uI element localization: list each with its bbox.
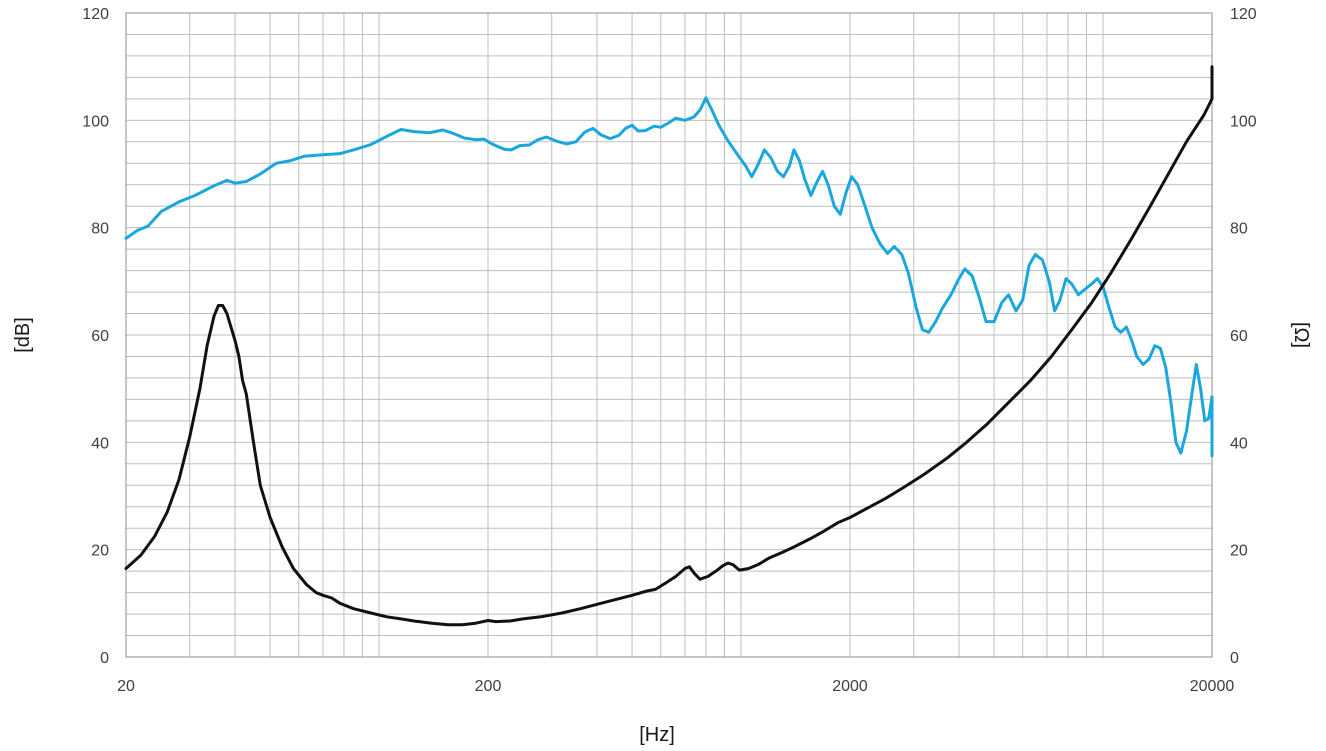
x-axis-title: [Hz] bbox=[639, 724, 675, 746]
y-tick-label-left: 20 bbox=[91, 543, 109, 560]
y-tick-label-left: 0 bbox=[100, 650, 109, 667]
spl-line bbox=[124, 96, 1214, 458]
y-axis-right-title: [Ω] bbox=[1290, 322, 1312, 348]
y-axis-left-title: [dB] bbox=[12, 317, 34, 353]
y-tick-label-right: 60 bbox=[1230, 328, 1248, 345]
y-tick-label-left: 40 bbox=[91, 435, 109, 452]
y-tick-label-right: 100 bbox=[1230, 113, 1257, 130]
series-group bbox=[124, 65, 1214, 627]
x-tick-label: 20000 bbox=[1190, 678, 1235, 695]
chart-grid bbox=[126, 13, 1212, 657]
y-tick-label-right: 120 bbox=[1230, 6, 1257, 23]
y-tick-label-left: 60 bbox=[91, 328, 109, 345]
y-tick-label-left: 80 bbox=[91, 221, 109, 238]
y-tick-label-right: 20 bbox=[1230, 543, 1248, 560]
impedance-line bbox=[124, 65, 1214, 627]
x-tick-label: 2000 bbox=[832, 678, 868, 695]
y-tick-label-left: 120 bbox=[82, 6, 109, 23]
y-tick-label-left: 100 bbox=[82, 113, 109, 130]
x-tick-label: 200 bbox=[475, 678, 502, 695]
y-tick-label-right: 40 bbox=[1230, 435, 1248, 452]
y-tick-label-right: 80 bbox=[1230, 221, 1248, 238]
x-tick-label: 20 bbox=[117, 678, 135, 695]
tick-labels: 0 0 20 20 40 40 60 60 80 80 100 100 120 120 20 200 2000 2… bbox=[82, 6, 1257, 695]
y-tick-label-right: 0 bbox=[1230, 650, 1239, 667]
plot-frame bbox=[125, 12, 1213, 658]
